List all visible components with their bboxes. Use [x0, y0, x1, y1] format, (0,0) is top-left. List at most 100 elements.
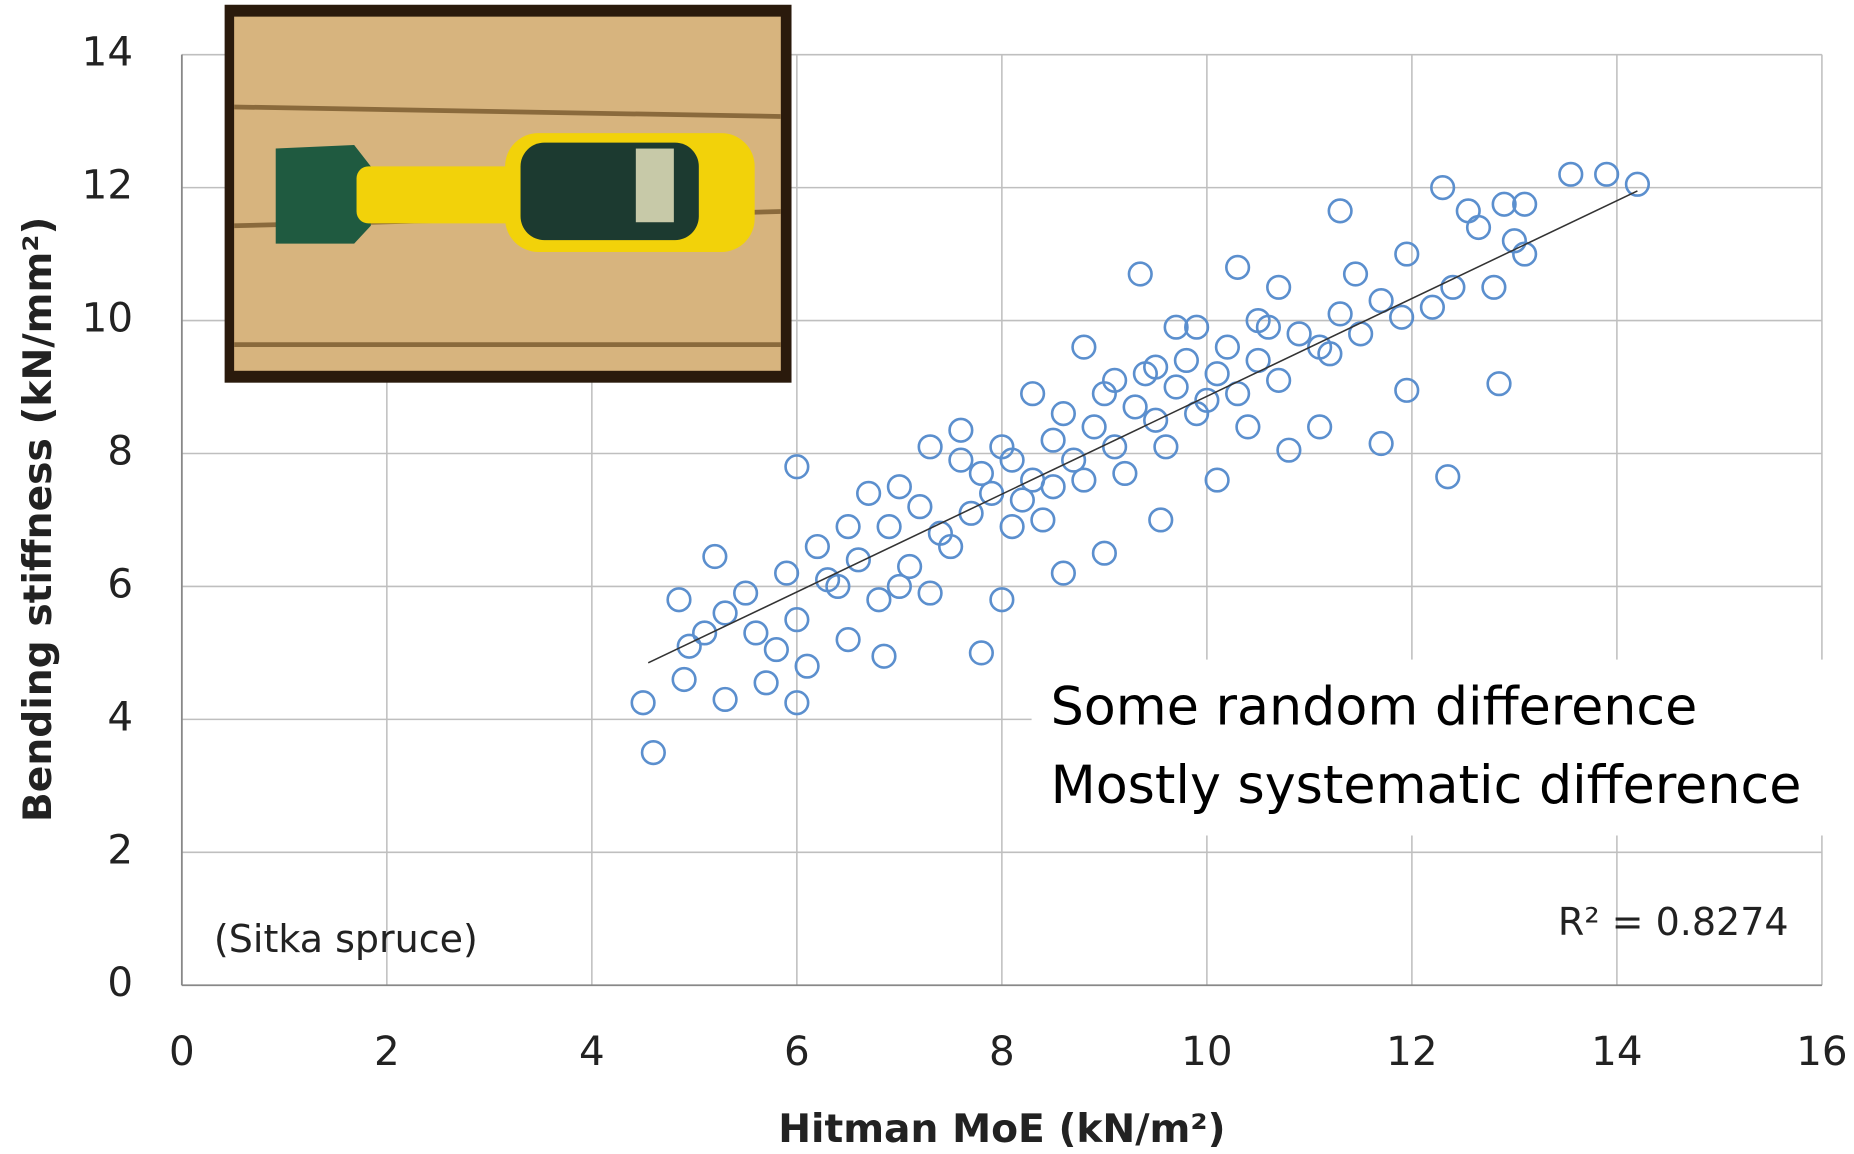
point — [630, 690, 656, 716]
point — [897, 553, 923, 580]
y-axis-title: Bending stiffness (kN/mm²) — [16, 217, 61, 823]
point — [1594, 161, 1620, 187]
point — [1368, 430, 1394, 457]
point — [1465, 214, 1492, 241]
point — [753, 670, 779, 696]
point — [794, 653, 820, 679]
r-squared: R² = 0.8274 — [1558, 900, 1789, 944]
point — [784, 690, 810, 716]
point — [1255, 314, 1281, 340]
point — [666, 587, 692, 613]
point — [1184, 314, 1210, 340]
point — [835, 514, 861, 540]
point — [927, 520, 953, 546]
point — [1122, 394, 1148, 420]
point — [1143, 407, 1169, 433]
point — [1102, 367, 1128, 393]
x-axis-title: Hitman MoE (kN/m²) — [778, 1107, 1225, 1152]
point — [640, 739, 666, 766]
x-tick-label: 8 — [989, 1027, 1015, 1075]
point — [886, 573, 912, 600]
point — [999, 514, 1025, 540]
point — [886, 474, 912, 500]
point — [1435, 464, 1461, 490]
point — [1307, 414, 1333, 440]
point — [1153, 434, 1179, 460]
point — [784, 607, 810, 633]
point — [1486, 371, 1512, 397]
point — [743, 620, 769, 646]
y-tick-label: 14 — [82, 28, 133, 76]
x-tick-label: 2 — [374, 1027, 400, 1075]
point — [1091, 540, 1117, 566]
point — [1173, 347, 1199, 374]
point — [1071, 334, 1097, 360]
point — [1327, 301, 1353, 327]
point — [671, 666, 697, 693]
point — [917, 434, 943, 460]
point — [845, 547, 871, 573]
point — [1050, 401, 1076, 427]
point — [917, 580, 943, 606]
y-tick-label: 2 — [107, 825, 133, 873]
point — [825, 573, 851, 600]
annotation-box — [1031, 659, 1825, 836]
point — [856, 480, 882, 506]
point — [1163, 314, 1189, 340]
point — [1225, 254, 1251, 280]
point — [1102, 434, 1128, 460]
x-tick-label: 4 — [579, 1027, 605, 1075]
point — [1394, 241, 1420, 267]
x-tick-label: 6 — [784, 1027, 810, 1075]
point — [1491, 191, 1517, 217]
point — [1481, 274, 1507, 300]
inset-photo — [224, 4, 792, 383]
point — [968, 460, 994, 487]
y-tick-label: 4 — [107, 692, 133, 740]
point — [1071, 467, 1097, 493]
annotation: Mostly systematic difference — [1051, 755, 1802, 816]
point — [948, 447, 974, 473]
point — [784, 454, 810, 480]
point — [1455, 198, 1481, 224]
point — [1204, 361, 1230, 387]
point — [948, 417, 974, 443]
point — [1419, 294, 1445, 320]
point — [733, 580, 759, 606]
point — [1286, 321, 1312, 347]
point — [1081, 414, 1107, 440]
point — [1624, 171, 1651, 197]
point — [1132, 361, 1158, 387]
point — [1030, 507, 1056, 533]
point — [702, 543, 728, 570]
point — [712, 686, 738, 713]
point — [989, 587, 1015, 613]
x-tick-label: 0 — [169, 1027, 195, 1075]
x-tick-label: 16 — [1796, 1027, 1847, 1075]
point — [804, 533, 830, 560]
point — [866, 587, 892, 613]
y-tick-label: 12 — [82, 161, 133, 209]
point — [1389, 304, 1415, 330]
point — [712, 600, 738, 626]
y-tick-label: 10 — [82, 294, 133, 342]
y-tick-label: 0 — [107, 958, 133, 1006]
point — [1127, 261, 1153, 287]
point — [907, 494, 933, 520]
point — [1368, 288, 1394, 314]
point — [958, 500, 984, 526]
point — [1276, 437, 1302, 463]
point — [989, 434, 1015, 460]
x-tick-label: 10 — [1181, 1027, 1232, 1075]
point — [1501, 228, 1527, 254]
point — [1040, 474, 1066, 500]
x-tick-label: 14 — [1591, 1027, 1642, 1075]
point — [1214, 334, 1240, 360]
point — [1235, 414, 1261, 440]
point — [774, 560, 800, 586]
point — [1040, 427, 1066, 453]
y-tick-label: 6 — [107, 559, 133, 607]
point — [1440, 274, 1466, 300]
point — [1430, 175, 1456, 201]
